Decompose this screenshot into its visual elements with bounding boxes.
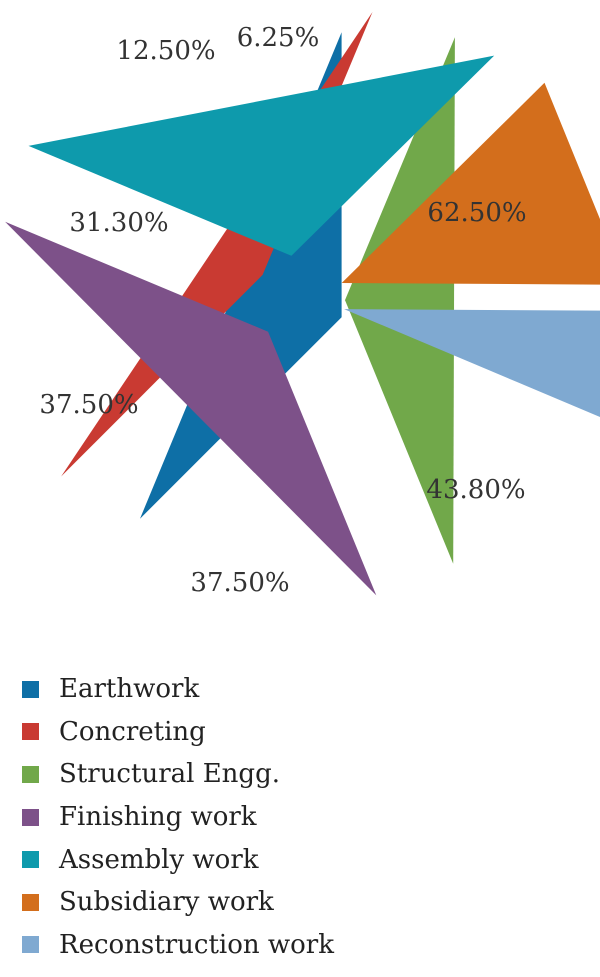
pie-chart: 62.50% 43.80% 37.50% 37.50% 31.30% 12.50% 6.25… — [5, 12, 600, 598]
legend-swatch — [22, 851, 39, 869]
pie-slice-structural-engg — [345, 37, 455, 564]
legend-swatch — [22, 893, 39, 911]
pie-slice-subsidiary-work — [341, 82, 600, 285]
slice-value-label: 6.25% — [237, 23, 320, 53]
legend-swatch — [22, 936, 39, 954]
pie-slice-assembly-work — [28, 55, 495, 256]
legend-item: Finishing work — [22, 796, 334, 839]
slice-value-label: 37.50% — [190, 568, 289, 598]
pie-slice-concreting — [61, 12, 373, 477]
legend-label: Subsidiary work — [59, 887, 274, 918]
slice-value-label: 31.30% — [69, 208, 168, 238]
pie-slice-reconstruction-work — [344, 309, 600, 417]
legend-label: Assembly work — [59, 844, 259, 875]
legend-item: Structural Engg. — [22, 753, 334, 796]
legend-item: Concreting — [22, 711, 334, 754]
legend-swatch — [22, 723, 39, 741]
legend-label: Structural Engg. — [59, 759, 280, 790]
legend-label: Concreting — [59, 716, 206, 747]
legend-label: Earthwork — [59, 674, 200, 705]
legend-item: Assembly work — [22, 838, 334, 881]
legend-swatch — [22, 808, 39, 826]
slice-value-label: 43.80% — [426, 475, 525, 505]
slice-value-label: 12.50% — [116, 36, 215, 66]
slice-value-label: 62.50% — [427, 198, 526, 228]
legend-label: Reconstruction work — [59, 929, 334, 960]
legend-item: Earthwork — [22, 668, 334, 711]
legend-item: Reconstruction work — [22, 924, 334, 967]
legend-swatch — [22, 680, 39, 698]
legend: Earthwork Concreting Structural Engg. Finis… — [22, 668, 334, 966]
slice-value-label: 37.50% — [39, 390, 138, 420]
legend-label: Finishing work — [59, 802, 257, 833]
legend-item: Subsidiary work — [22, 881, 334, 924]
legend-swatch — [22, 765, 39, 783]
